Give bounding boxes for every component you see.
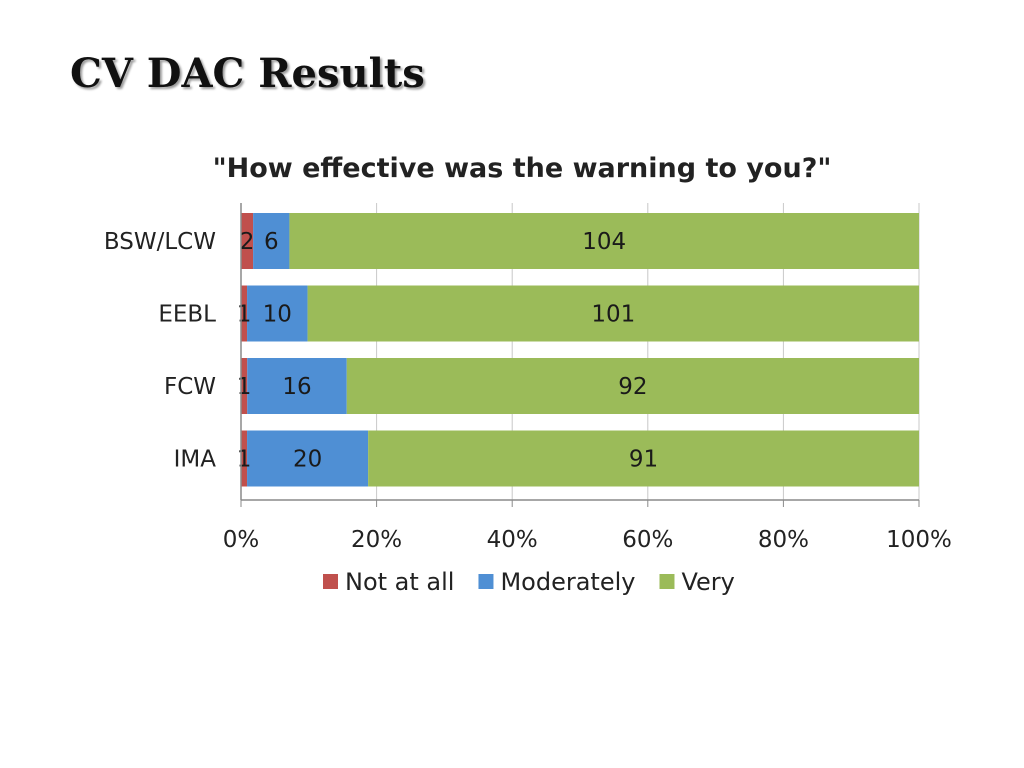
x-axis: 0% 20% 40% 60% 80% 100% [223,203,952,553]
data-label: 1 [237,374,252,400]
bar-segment [247,285,308,342]
bar-segment [241,213,254,269]
x-tick-label: 0% [223,527,260,553]
category-label: FCW [164,374,216,400]
bar-segment [346,358,919,414]
data-label: 6 [264,229,279,255]
legend-swatch [478,574,494,589]
bar-segment [241,430,248,487]
legend-label: Moderately [500,568,635,596]
bar-segment [241,285,248,342]
legend: Not at all Moderately Very [323,568,735,596]
data-label: 92 [618,374,647,400]
data-labels: 2 6 104 1 10 101 1 16 92 1 20 91 [237,229,658,473]
legend-label: Very [681,568,734,596]
bars [241,213,919,487]
data-label: 10 [263,302,292,328]
bar-segment [247,358,347,414]
legend-swatch [659,574,675,589]
category-label: EEBL [158,302,216,328]
bar-segment [289,213,919,269]
x-tick-label: 80% [758,527,809,553]
x-tick-label: 20% [351,527,402,553]
bar-segment [368,430,919,487]
bar-segment [253,213,290,269]
bar-segment [241,358,248,414]
data-label: 1 [237,447,252,473]
x-tick-label: 40% [487,527,538,553]
bar-segment [247,430,369,487]
data-label: 91 [629,447,658,473]
category-label: IMA [174,447,217,473]
data-label: 16 [282,374,311,400]
legend-label: Not at all [345,568,454,596]
chart-title: "How effective was the warning to you?" [213,153,832,184]
data-label: 101 [591,302,635,328]
category-label: BSW/LCW [104,229,216,255]
data-label: 2 [240,229,255,255]
data-label: 1 [237,302,252,328]
legend-swatch [323,574,338,589]
data-label: 104 [582,229,626,255]
slide-title: CV DAC Results [70,50,425,97]
bar-segment [307,285,919,342]
x-tick-label: 60% [622,527,673,553]
x-tick-label: 100% [886,527,952,553]
category-labels: BSW/LCW EEBL FCW IMA [104,229,216,473]
data-label: 20 [293,447,322,473]
